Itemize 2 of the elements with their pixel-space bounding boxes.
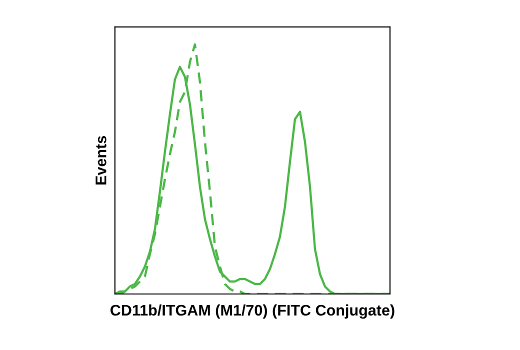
y-axis-title: Events xyxy=(96,136,106,184)
x-axis-title: CD11b/ITGAM (M1/70) (FITC Conjugate) xyxy=(110,304,394,319)
